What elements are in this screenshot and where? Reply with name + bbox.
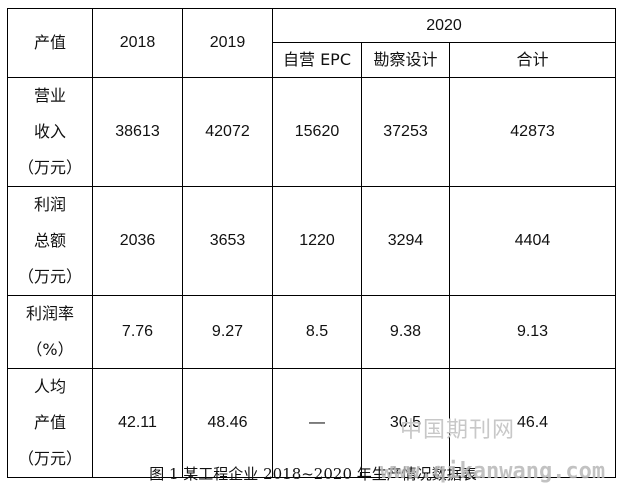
row-label: 营业 收入 （万元）	[7, 77, 93, 187]
table-cell: 9.38	[361, 295, 450, 369]
header-year-2018: 2018	[92, 8, 183, 78]
row-label-line: 收入	[33, 122, 66, 141]
row-label-line: 利润率	[25, 304, 74, 323]
table-cell: 42.11	[92, 368, 183, 478]
table-cell: 3653	[182, 186, 273, 296]
table-cell: —	[272, 368, 362, 478]
table-cell: 48.46	[182, 368, 273, 478]
table-cell: 2036	[92, 186, 183, 296]
header-row-years: 产值 2018 2019 2020	[7, 8, 617, 78]
table-cell: 4404	[448, 186, 617, 296]
row-label-line: （万元）	[17, 449, 82, 468]
row-label-line: （万元）	[17, 158, 82, 177]
row-label-line: 人均	[33, 377, 66, 396]
row-label-line: 利润	[33, 195, 66, 214]
table-cell: 30.5	[361, 368, 450, 478]
table-cell: 9.13	[448, 295, 617, 369]
table-cell: 8.5	[272, 295, 362, 369]
table-cell: 46.4	[448, 368, 617, 478]
table-cell: 38613	[92, 77, 183, 187]
table-row-per-capita: 人均 产值 （万元） 42.11 48.46 — 30.5 46.4	[7, 368, 617, 478]
table-cell: 15620	[272, 77, 362, 187]
row-label: 利润 总额 （万元）	[7, 186, 93, 296]
table-row-profit: 利润 总额 （万元） 2036 3653 1220 3294 4404	[7, 186, 617, 296]
row-label: 利润率 （%）	[7, 295, 93, 369]
header-sub-epc: 自营 EPC	[272, 42, 362, 78]
production-data-table: 产值 2018 2019 2020 自营 EPC 勘察设计 合计 营业 收入 （…	[7, 8, 617, 478]
table-row-profit-rate: 利润率 （%） 7.76 9.27 8.5 9.38 9.13	[7, 295, 617, 369]
header-sub-total: 合计	[448, 42, 617, 78]
row-label-line: （万元）	[17, 267, 82, 286]
table-cell: 42873	[448, 77, 617, 187]
table-row-revenue: 营业 收入 （万元） 38613 42072 15620 37253 42873	[7, 77, 617, 187]
row-label-line: 产值	[33, 413, 66, 432]
table-cell: 7.76	[92, 295, 183, 369]
table-cell: 42072	[182, 77, 273, 187]
header-year-2019: 2019	[182, 8, 273, 78]
row-label-line: （%）	[26, 340, 74, 359]
watermark-url: www.qikanwang.com	[380, 459, 606, 484]
table-cell: 3294	[361, 186, 450, 296]
header-row-subcategories: 自营 EPC 勘察设计 合计	[8, 42, 617, 78]
table-cell: 9.27	[182, 295, 273, 369]
header-year-2020: 2020	[271, 8, 617, 43]
watermark-text: 中国期刊网	[400, 418, 516, 443]
row-label: 人均 产值 （万元）	[7, 368, 93, 478]
header-sub-survey-design: 勘察设计	[361, 42, 450, 78]
row-label-line: 营业	[33, 86, 66, 105]
data-table-container: 产值 2018 2019 2020 自营 EPC 勘察设计 合计 营业 收入 （…	[7, 8, 617, 478]
header-metric: 产值	[7, 8, 93, 78]
table-caption: 图 1 某工程企业 2018~2020 年生产情况数据表	[149, 465, 477, 483]
table-cell: 1220	[272, 186, 362, 296]
row-label-line: 总额	[33, 231, 66, 250]
table-cell: 37253	[361, 77, 450, 187]
